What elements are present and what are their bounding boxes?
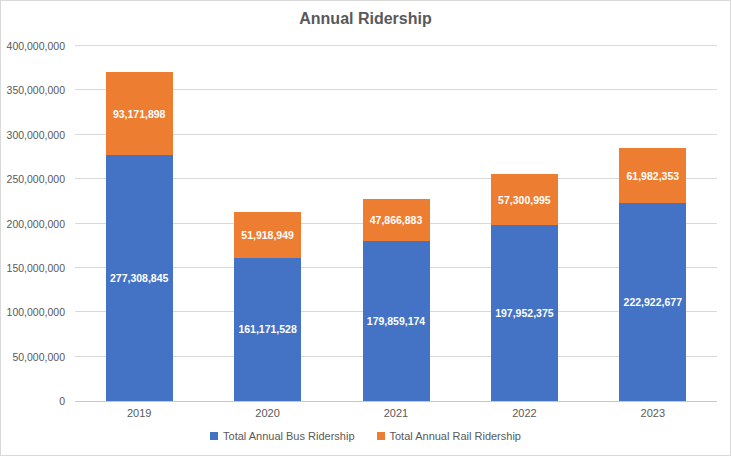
y-tick-label: 400,000,000 bbox=[1, 39, 65, 53]
legend-item: Total Annual Bus Ridership bbox=[210, 430, 354, 442]
y-tick-label: 300,000,000 bbox=[1, 128, 65, 142]
y-tick-label: 350,000,000 bbox=[1, 83, 65, 97]
x-tick-label: 2021 bbox=[351, 407, 441, 419]
legend-item: Total Annual Rail Ridership bbox=[377, 430, 521, 442]
legend: Total Annual Bus Ridership Total Annual R… bbox=[1, 430, 730, 442]
legend-label: Total Annual Bus Ridership bbox=[223, 430, 354, 442]
bar-value-label: 197,952,375 bbox=[489, 306, 560, 320]
legend-label: Total Annual Rail Ridership bbox=[390, 430, 521, 442]
y-tick-label: 0 bbox=[1, 394, 65, 408]
bar-value-label: 51,918,949 bbox=[232, 228, 303, 242]
annual-ridership-chart: Annual Ridership 277,308,845 93,171,898 16… bbox=[0, 0, 731, 456]
x-tick-label: 2019 bbox=[94, 407, 184, 419]
gridline bbox=[75, 45, 717, 46]
bar-value-label: 61,982,353 bbox=[617, 169, 688, 183]
plot-area: 277,308,845 93,171,898 161,171,528 51,918,9… bbox=[75, 46, 717, 401]
x-tick-label: 2020 bbox=[223, 407, 313, 419]
y-tick-label: 250,000,000 bbox=[1, 172, 65, 186]
bar-value-label: 179,859,174 bbox=[361, 314, 432, 328]
bar-value-label: 222,922,677 bbox=[617, 295, 688, 309]
y-tick-label: 50,000,000 bbox=[1, 350, 65, 364]
y-tick-label: 150,000,000 bbox=[1, 261, 65, 275]
chart-title: Annual Ridership bbox=[1, 10, 730, 28]
bar-value-label: 277,308,845 bbox=[104, 271, 175, 285]
y-tick-label: 200,000,000 bbox=[1, 217, 65, 231]
legend-swatch-icon bbox=[377, 432, 385, 440]
bar-value-label: 47,866,883 bbox=[361, 213, 432, 227]
x-tick-label: 2023 bbox=[608, 407, 698, 419]
x-tick-label: 2022 bbox=[479, 407, 569, 419]
legend-swatch-icon bbox=[210, 432, 218, 440]
bar-value-label: 93,171,898 bbox=[104, 107, 175, 121]
x-axis-line bbox=[75, 401, 717, 402]
bar-value-label: 161,171,528 bbox=[232, 322, 303, 336]
y-tick-label: 100,000,000 bbox=[1, 305, 65, 319]
bar-value-label: 57,300,995 bbox=[489, 193, 560, 207]
